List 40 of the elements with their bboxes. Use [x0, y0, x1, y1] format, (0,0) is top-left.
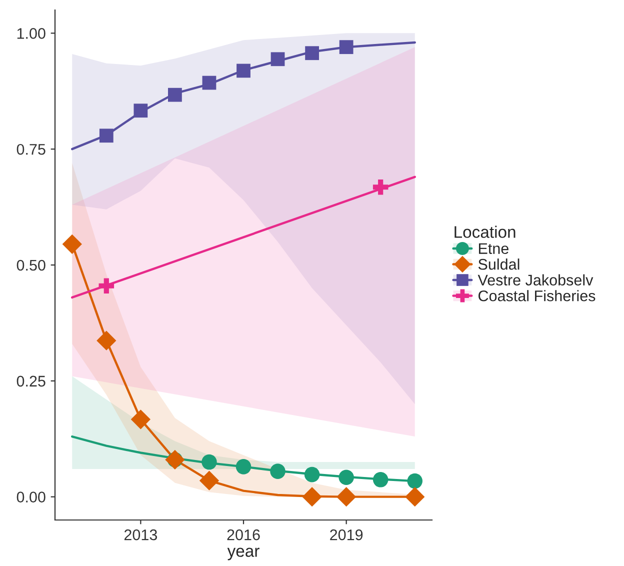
point — [236, 459, 252, 474]
x-tick-label: 2016 — [227, 529, 260, 540]
point — [134, 104, 148, 118]
y-tick-label: 0.75 — [16, 144, 46, 155]
legend-label: Suldal — [478, 258, 520, 270]
point — [270, 52, 285, 66]
point — [62, 234, 82, 254]
legend-label: Etne — [478, 243, 508, 254]
point — [96, 330, 116, 350]
point — [270, 464, 286, 479]
point — [202, 454, 217, 470]
point — [236, 64, 250, 78]
legend-title: Location — [454, 226, 516, 238]
point — [336, 486, 356, 507]
point — [98, 278, 114, 294]
y-tick-label: 0.25 — [16, 376, 46, 387]
point — [338, 470, 354, 485]
x-tick-label: 2013 — [124, 529, 158, 540]
line-series — [71, 40, 416, 150]
point — [99, 128, 114, 143]
point — [305, 46, 319, 60]
point — [168, 88, 182, 102]
point — [405, 486, 425, 507]
point — [199, 470, 220, 490]
point — [302, 486, 322, 507]
point — [372, 472, 388, 488]
legend-label: Coastal Fisheries — [478, 290, 596, 302]
legend-label: Vestre Jakobselv — [478, 274, 594, 286]
point — [372, 179, 388, 195]
point — [407, 473, 423, 489]
point — [304, 466, 320, 482]
point — [202, 76, 216, 90]
x-axis-title: year — [227, 548, 260, 560]
y-tick-label: 0.00 — [16, 492, 46, 503]
y-tick-label: 1.00 — [17, 28, 46, 39]
x-tick-label: 2019 — [330, 529, 363, 540]
point — [130, 410, 151, 430]
point — [165, 450, 185, 470]
point — [339, 40, 354, 54]
y-tick-label: 0.50 — [16, 260, 46, 271]
